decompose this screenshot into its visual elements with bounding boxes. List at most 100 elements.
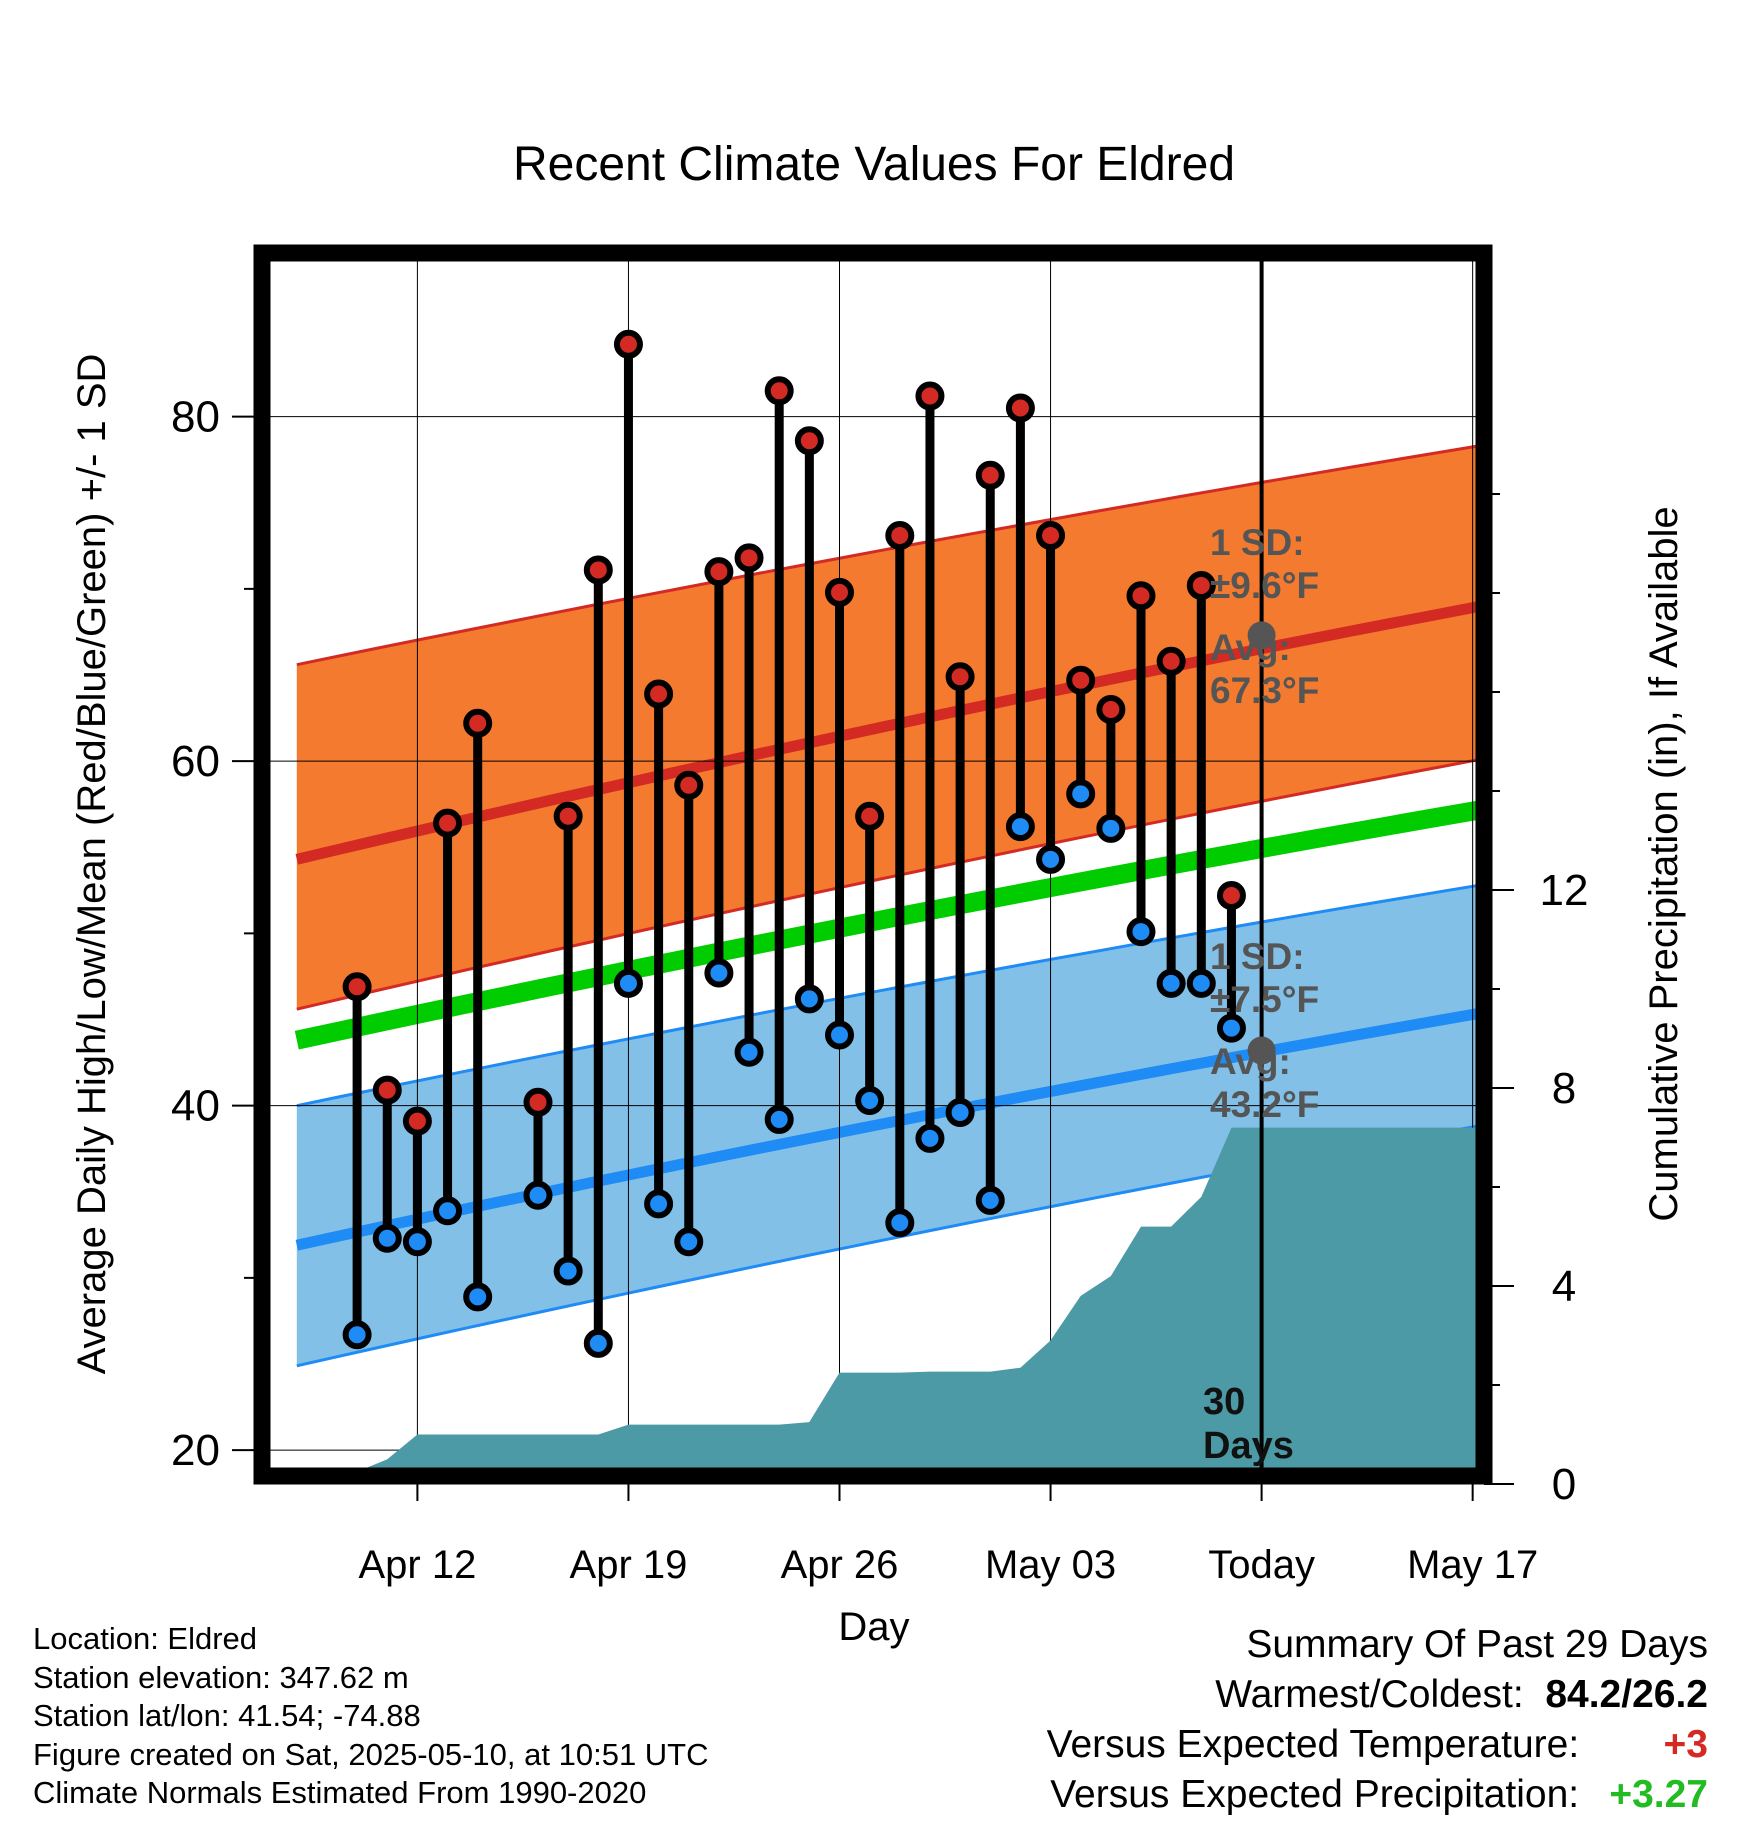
y2-tick-label: 8 [1552, 1064, 1576, 1113]
daily-low-point [975, 1185, 1005, 1215]
daily-low-point [523, 1180, 553, 1210]
created-text: Figure created on Sat, 2025-05-10, at 10… [33, 1736, 709, 1772]
daily-high-point [1036, 520, 1066, 550]
high-avg-label: Avg: [1210, 627, 1291, 668]
days-label-text: Days [1203, 1425, 1294, 1467]
daily-low-point [433, 1196, 463, 1226]
x-axis-label: Day [838, 1605, 909, 1649]
daily-high-point [1216, 881, 1246, 911]
daily-low-point [915, 1123, 945, 1153]
precip-label: Versus Expected Precipitation: [1050, 1773, 1580, 1816]
daily-low-point [342, 1320, 372, 1350]
daily-high-point [855, 801, 885, 831]
daily-high-point [402, 1106, 432, 1136]
days-label-number: 30 [1203, 1381, 1245, 1423]
daily-low-point [704, 958, 734, 988]
daily-low-point [372, 1223, 402, 1253]
daily-high-point [1186, 570, 1216, 600]
x-tick-label: Apr 26 [781, 1543, 899, 1587]
summary-heading: Summary Of Past 29 Days [1246, 1623, 1708, 1666]
daily-low-point [945, 1098, 975, 1128]
daily-high-point [1156, 646, 1186, 676]
daily-low-point [1096, 813, 1126, 843]
daily-low-point [1156, 968, 1186, 998]
daily-low-point [583, 1328, 613, 1358]
y2-axis-label: Cumulative Precipitation (in), If Availa… [1642, 506, 1686, 1221]
summary-precip: Versus Expected Precipitation: +3.27 [1047, 1770, 1708, 1820]
daily-low-point [1066, 779, 1096, 809]
daily-low-point [1036, 844, 1066, 874]
daily-low-point [794, 984, 824, 1014]
x-tick-label: Apr 12 [358, 1543, 476, 1587]
warm-cold-label: Warmest/Coldest: [1215, 1673, 1524, 1716]
today-low-avg-marker [1247, 1036, 1276, 1065]
y2-tick-label: 4 [1552, 1262, 1576, 1311]
daily-high-point [1005, 393, 1035, 423]
today-high-avg-marker [1247, 621, 1276, 650]
daily-high-point [704, 557, 734, 587]
daily-high-point [825, 577, 854, 607]
summary-temp: Versus Expected Temperature: +3 [1047, 1720, 1708, 1770]
daily-high-point [342, 972, 372, 1002]
warm-cold-value: 84.2/26.2 [1545, 1673, 1708, 1716]
y2-tick-label: 12 [1540, 866, 1589, 915]
daily-high-point [613, 329, 643, 359]
daily-low-point [734, 1037, 764, 1067]
daily-high-point [764, 376, 794, 406]
daily-low-point [644, 1189, 674, 1219]
chart-title: Recent Climate Values For Eldred [513, 138, 1235, 191]
daily-low-point [855, 1085, 885, 1115]
daily-high-point [1066, 665, 1096, 695]
temp-label: Versus Expected Temperature: [1046, 1723, 1580, 1766]
low-avg-value: 43.2°F [1210, 1084, 1319, 1125]
low-avg-label: Avg: [1210, 1041, 1291, 1082]
y-tick-label: 20 [171, 1426, 220, 1475]
x-tick-label: Today [1208, 1543, 1315, 1587]
normals-text: Climate Normals Estimated From 1990-2020 [33, 1775, 647, 1810]
location-text: Location: Eldred [33, 1621, 258, 1656]
latlon-text: Station lat/lon: 41.54; -74.88 [33, 1698, 421, 1733]
plot-frame [253, 244, 1493, 1485]
summary-warm-cold: Warmest/Coldest: 84.2/26.2 [1047, 1670, 1708, 1720]
daily-low-point [613, 968, 643, 998]
high-sd-value: ±9.6°F [1210, 565, 1319, 606]
daily-low-point [1186, 968, 1216, 998]
daily-high-point [674, 770, 704, 800]
daily-low-point [1005, 812, 1035, 842]
precipitation-area [346, 1127, 1484, 1476]
x-tick-label: May 17 [1407, 1543, 1538, 1587]
daily-low-point [463, 1282, 493, 1312]
station-info: Location: Eldred Station elevation: 347.… [33, 1620, 709, 1813]
daily-low-point [825, 1020, 854, 1050]
y-tick-label: 40 [171, 1082, 220, 1131]
daily-low-point [885, 1208, 915, 1238]
daily-low-point [1216, 1013, 1246, 1043]
y-axis-label: Average Daily High/Low/Mean (Red/Blue/Gr… [70, 354, 114, 1375]
daily-high-point [583, 555, 613, 585]
daily-high-point [1096, 694, 1126, 724]
high-sd-label: 1 SD: [1210, 522, 1305, 563]
daily-low-point [764, 1104, 794, 1134]
daily-high-point [885, 520, 915, 550]
elevation-text: Station elevation: 347.62 m [33, 1659, 409, 1695]
x-tick-label: May 03 [985, 1543, 1116, 1587]
daily-high-point [644, 679, 674, 709]
summary-panel: Summary Of Past 29 Days Warmest/Coldest:… [1047, 1620, 1708, 1820]
daily-high-point [553, 801, 583, 831]
daily-high-point [433, 808, 463, 838]
high-avg-value: 67.3°F [1210, 670, 1319, 711]
daily-low-point [674, 1227, 704, 1257]
x-tick-label: Apr 19 [570, 1543, 688, 1587]
y2-tick-label: 0 [1552, 1460, 1576, 1509]
daily-high-point [915, 381, 945, 411]
temp-value: +3 [1663, 1723, 1708, 1766]
daily-high-point [975, 460, 1005, 490]
daily-low-point [1126, 917, 1156, 947]
daily-high-point [372, 1075, 402, 1105]
daily-low-point [553, 1256, 583, 1286]
low-sd-label: 1 SD: [1210, 936, 1305, 977]
daily-high-point [463, 708, 493, 738]
y-tick-label: 80 [171, 393, 220, 442]
y-tick-label: 60 [171, 737, 220, 786]
